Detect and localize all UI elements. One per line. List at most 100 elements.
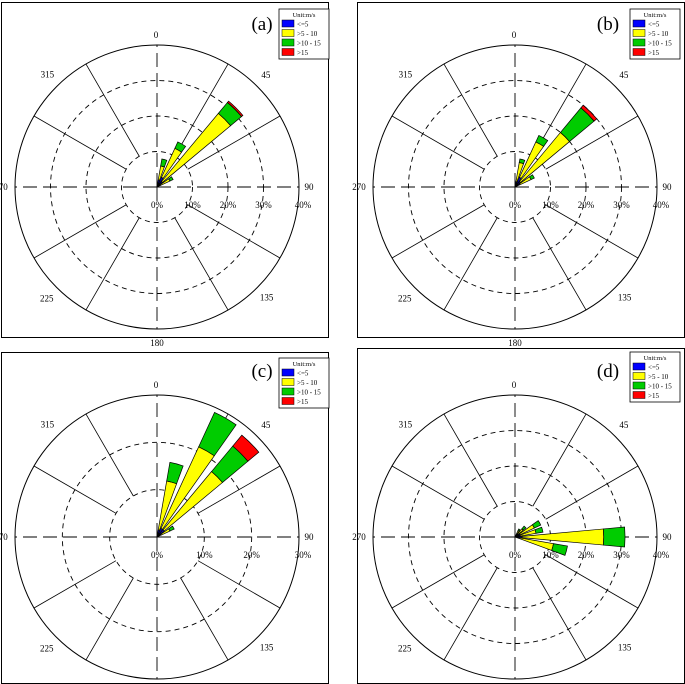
- direction-label-315: 315: [41, 419, 55, 429]
- legend-label-0: <=5: [648, 21, 660, 29]
- sector-15->10 - 15: [160, 158, 168, 168]
- radial-label-30: 30%: [613, 550, 630, 560]
- legend-label-0: <=5: [648, 364, 660, 372]
- direction-label-0: 0: [154, 380, 159, 390]
- legend-swatch-3: [632, 391, 646, 399]
- spoke-210: [85, 217, 140, 311]
- wind-sectors: [514, 520, 626, 556]
- radial-label-40: 40%: [653, 550, 670, 560]
- direction-label-225: 225: [40, 643, 54, 653]
- direction-label-0: 0: [512, 30, 517, 40]
- legend-swatch-3: [281, 48, 295, 56]
- direction-label-180: 180: [508, 338, 522, 348]
- spoke-120: [545, 554, 639, 609]
- spoke-150: [532, 217, 587, 311]
- legend-label-1: >5 - 10: [648, 373, 669, 381]
- legend-swatch-0: [281, 19, 295, 28]
- panel-label: (a): [251, 14, 272, 35]
- direction-label-45: 45: [261, 70, 271, 80]
- legend-swatch-2: [632, 381, 646, 390]
- wind-sectors: [156, 411, 260, 538]
- radial-label-30: 30%: [295, 550, 312, 560]
- sector-30->10 - 15: [535, 134, 549, 147]
- panel-label: (d): [597, 361, 619, 382]
- radial-label-30: 30%: [613, 200, 630, 210]
- panel-label: (c): [251, 361, 272, 382]
- sector-15->10 - 15: [166, 461, 184, 485]
- direction-label-180: 180: [150, 338, 164, 348]
- legend: Unit:m/s <=5>5 - 10 >10 - 15>15: [629, 8, 681, 60]
- direction-label-90: 90: [305, 532, 315, 542]
- polar-grid: [14, 44, 300, 330]
- spoke-330: [443, 413, 498, 507]
- legend: Unit:m/s <=5>5 - 10 >10 - 15>15: [278, 357, 330, 409]
- direction-label-90: 90: [663, 532, 673, 542]
- spoke-240: [391, 204, 485, 259]
- wind-rose-panel-b: 0 45 90 135 180 225 270 315 0% 10% 20% 30% 40% (b) Uni…: [352, 2, 685, 348]
- direction-label-90: 90: [663, 182, 673, 192]
- radial-label-0: 0%: [509, 200, 522, 210]
- spoke-210: [443, 567, 498, 661]
- spoke-120: [187, 204, 281, 259]
- legend-label-2: >10 - 15: [648, 40, 672, 48]
- radial-label-10: 10%: [184, 200, 201, 210]
- legend-swatch-2: [281, 387, 295, 396]
- legend-swatch-2: [632, 38, 646, 47]
- wind-rose-panel-d: 045901351802252703150%10%20%30%40%(d)Uni…: [352, 348, 685, 684]
- wind-sectors: [514, 104, 598, 188]
- direction-label-135: 135: [260, 293, 274, 303]
- radial-label-40: 40%: [653, 200, 670, 210]
- direction-label-270: 270: [352, 532, 366, 542]
- direction-label-315: 315: [399, 419, 413, 429]
- spoke-210: [85, 577, 134, 661]
- radial-label-10: 10%: [542, 550, 559, 560]
- direction-label-270: 270: [352, 182, 366, 192]
- direction-label-0: 0: [154, 30, 159, 40]
- sector-60->10 - 15: [168, 525, 175, 532]
- spoke-60: [197, 465, 281, 514]
- wind-sectors: [156, 100, 244, 188]
- direction-label-225: 225: [398, 293, 412, 303]
- polar-grid: [372, 44, 658, 330]
- legend-swatch-2: [281, 38, 295, 47]
- legend-title: Unit:m/s: [293, 361, 316, 368]
- direction-label-135: 135: [618, 643, 632, 653]
- spoke-150: [174, 217, 229, 311]
- legend-label-0: <=5: [297, 21, 309, 29]
- spoke-330: [443, 63, 498, 157]
- wind-rose-panel-c: 045901351802252703150%10%20%30%(c)Unit:m…: [0, 352, 330, 684]
- sector-75->10 - 15: [534, 526, 544, 534]
- sector-45->15: [226, 100, 244, 118]
- spoke-300: [33, 115, 127, 170]
- legend-label-3: >15: [648, 49, 659, 57]
- spoke-330: [85, 413, 134, 497]
- legend-label-2: >10 - 15: [297, 40, 321, 48]
- direction-label-225: 225: [40, 293, 54, 303]
- sector-15->10 - 15: [518, 158, 526, 165]
- ring-20: [61, 441, 253, 633]
- spoke-30: [174, 63, 229, 157]
- sector-45->15: [232, 434, 260, 462]
- legend-label-1: >5 - 10: [648, 30, 669, 38]
- spoke-210: [443, 217, 498, 311]
- legend-swatch-3: [281, 397, 295, 405]
- legend-swatch-0: [632, 19, 646, 28]
- radial-label-20: 20%: [578, 550, 595, 560]
- sector-45->15: [580, 104, 598, 122]
- legend-label-2: >10 - 15: [297, 389, 321, 397]
- spoke-300: [391, 465, 485, 520]
- legend: Unit:m/s <=5>5 - 10 >10 - 15>15: [629, 351, 681, 403]
- sector-30->10 - 15: [174, 141, 187, 153]
- legend-title: Unit:m/s: [644, 355, 667, 362]
- direction-label-0: 0: [512, 380, 517, 390]
- spoke-120: [545, 204, 639, 259]
- direction-label-315: 315: [399, 69, 413, 79]
- legend-swatch-3: [632, 48, 646, 56]
- legend-label-2: >10 - 15: [648, 383, 672, 391]
- legend-title: Unit:m/s: [293, 12, 316, 19]
- legend-label-3: >15: [648, 392, 659, 400]
- direction-label-45: 45: [261, 420, 271, 430]
- sector-90->10 - 15: [603, 526, 626, 548]
- spoke-300: [33, 465, 117, 514]
